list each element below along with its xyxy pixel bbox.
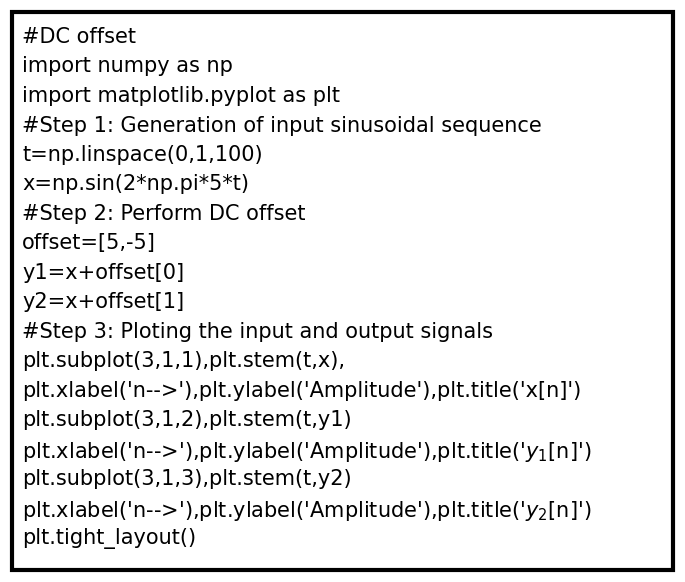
Text: plt.subplot(3,1,2),plt.stem(t,y1): plt.subplot(3,1,2),plt.stem(t,y1) — [22, 410, 351, 431]
Text: plt.xlabel('n-->'),plt.ylabel('Amplitude'),plt.title('$y_2$[n]'): plt.xlabel('n-->'),plt.ylabel('Amplitude… — [22, 499, 591, 523]
Text: plt.tight_layout(): plt.tight_layout() — [22, 528, 196, 549]
FancyBboxPatch shape — [12, 12, 673, 570]
Text: y2=x+offset[1]: y2=x+offset[1] — [22, 293, 184, 313]
Text: #Step 3: Ploting the input and output signals: #Step 3: Ploting the input and output si… — [22, 322, 493, 342]
Text: plt.subplot(3,1,3),plt.stem(t,y2): plt.subplot(3,1,3),plt.stem(t,y2) — [22, 470, 351, 489]
Text: #DC offset: #DC offset — [22, 27, 136, 47]
Text: t=np.linspace(0,1,100): t=np.linspace(0,1,100) — [22, 145, 262, 165]
Text: #Step 2: Perform DC offset: #Step 2: Perform DC offset — [22, 204, 306, 224]
Text: plt.xlabel('n-->'),plt.ylabel('Amplitude'),plt.title('x[n]'): plt.xlabel('n-->'),plt.ylabel('Amplitude… — [22, 381, 582, 401]
Text: plt.xlabel('n-->'),plt.ylabel('Amplitude'),plt.title('$y_1$[n]'): plt.xlabel('n-->'),plt.ylabel('Amplitude… — [22, 440, 591, 464]
Text: #Step 1: Generation of input sinusoidal sequence: #Step 1: Generation of input sinusoidal … — [22, 115, 542, 136]
Text: x=np.sin(2*np.pi*5*t): x=np.sin(2*np.pi*5*t) — [22, 175, 249, 194]
Text: import matplotlib.pyplot as plt: import matplotlib.pyplot as plt — [22, 86, 340, 106]
Text: y1=x+offset[0]: y1=x+offset[0] — [22, 263, 184, 283]
Text: offset=[5,-5]: offset=[5,-5] — [22, 233, 156, 254]
Text: plt.subplot(3,1,1),plt.stem(t,x),: plt.subplot(3,1,1),plt.stem(t,x), — [22, 352, 345, 371]
Text: import numpy as np: import numpy as np — [22, 56, 233, 76]
